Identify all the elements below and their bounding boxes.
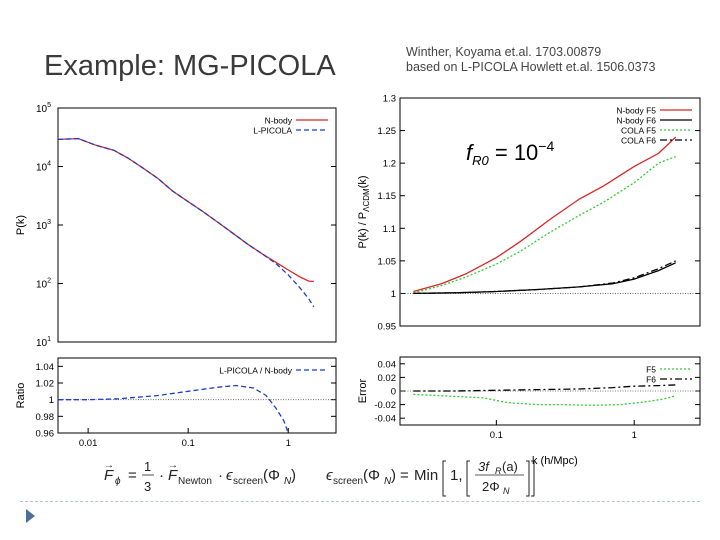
y-tick-label: 1.25	[378, 126, 397, 137]
legend-label: N-body F6	[616, 116, 656, 126]
y-tick-label: 0.96	[36, 429, 55, 440]
legend-label: COLA F5	[621, 126, 656, 136]
y-tick-label: 0	[391, 387, 396, 398]
footer-divider	[20, 501, 700, 502]
legend-label: N-body F5	[616, 106, 656, 116]
plot-frame	[57, 107, 337, 343]
y-tick-label: 1	[49, 395, 54, 406]
plot-frame	[399, 97, 701, 327]
series-line-n-body-f5	[413, 136, 677, 293]
y-tick-label: 104	[36, 161, 51, 174]
y-tick-label: 0.98	[36, 412, 55, 423]
y-axis-title: P(k)	[15, 215, 27, 235]
x-tick-label: 1	[632, 430, 637, 441]
series-line-f5	[413, 393, 676, 406]
legend-label: L-PICOLA	[253, 126, 292, 136]
x-tick-label: 0.01	[79, 438, 98, 449]
plot-frame	[57, 357, 337, 434]
y-tick-label: 102	[36, 278, 51, 291]
y-tick-label: 105	[36, 102, 51, 115]
chart-panel-1: 0.96 0.98 1 1.02 1.04 0.01 0.1 1 L-PICOLA / N-bo…	[15, 357, 337, 449]
y-tick-label: 1	[391, 289, 396, 300]
y-tick-label: 1.05	[378, 256, 397, 267]
x-axis-title: k (h/Mpc)	[532, 455, 578, 467]
slide-title: Example: MG-PICOLA	[44, 50, 336, 82]
y-tick-label: 103	[36, 219, 51, 232]
x-tick-label: 0.1	[182, 438, 195, 449]
citation: Winther, Koyama et.al. 1703.00879 based …	[406, 45, 655, 75]
legend-label: COLA F6	[621, 136, 656, 146]
y-axis-title: Error	[357, 378, 369, 403]
annotation-fr0: fR0 = 10−4	[466, 138, 554, 168]
y-tick-label: 1.1	[383, 224, 396, 235]
series-line-l-picola	[58, 137, 315, 308]
citation-line-2: based on L-PICOLA Howlett et.al. 1506.03…	[406, 60, 656, 74]
y-tick-label: 0.02	[378, 373, 397, 384]
legend-label: N-body	[265, 116, 293, 126]
x-tick-label: 1	[286, 438, 291, 449]
y-tick-label: 101	[36, 336, 51, 349]
y-tick-label: 1.02	[36, 379, 55, 390]
series-line-l-picola-n-body	[58, 384, 289, 433]
y-tick-label: 1.3	[383, 94, 396, 105]
series-line-cola-f6	[413, 260, 676, 295]
y-tick-label: -0.04	[374, 414, 396, 425]
y-tick-label: 1.04	[36, 362, 55, 373]
y-tick-label: 1.2	[383, 159, 396, 170]
y-tick-label: 0.95	[378, 322, 397, 333]
legend-label: L-PICOLA / N-body	[219, 366, 293, 376]
legend-label: F6	[646, 375, 656, 385]
y-axis-title: Ratio	[15, 383, 27, 409]
series-line-f6	[413, 384, 676, 392]
y-tick-label: -0.02	[374, 400, 396, 411]
citation-line-1: Winther, Koyama et.al. 1703.00879	[406, 45, 602, 59]
chart-panel-2: 0.95 1 1.05 1.1 1.15 1.2 1.25 1.3 N-body F5N-bod…	[357, 94, 701, 333]
y-tick-label: 0.04	[378, 359, 397, 370]
bullet-arrow-icon	[26, 509, 35, 523]
y-axis-title: P(k) / PΛCDM(k)	[357, 175, 371, 248]
legend-label: F5	[646, 365, 656, 375]
y-tick-label: 1.15	[378, 191, 397, 202]
x-tick-label: 0.1	[490, 430, 503, 441]
